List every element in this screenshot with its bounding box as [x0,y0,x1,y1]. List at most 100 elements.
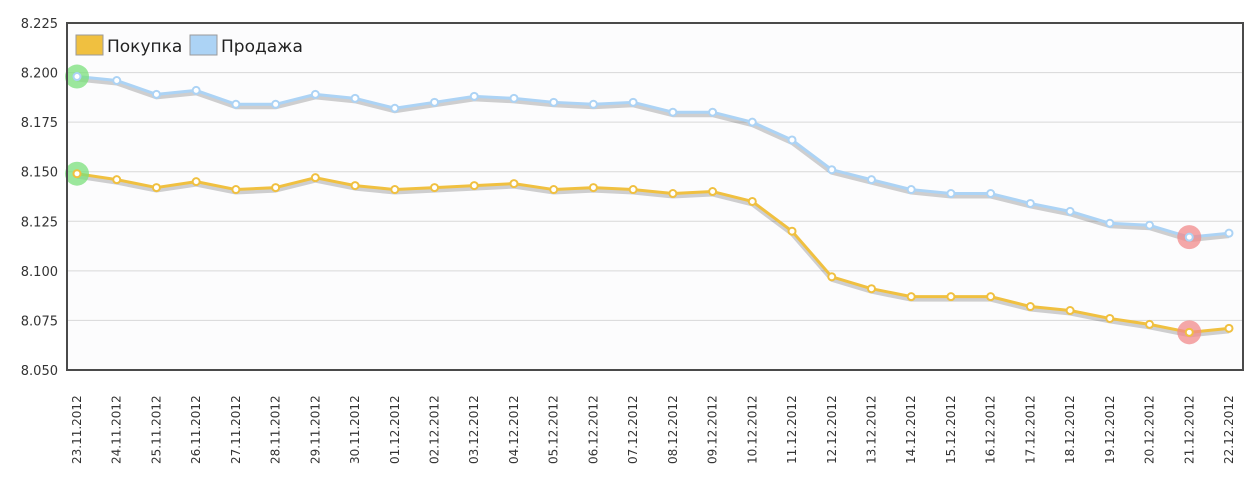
x-tick-label: 30.11.2012 [348,395,362,464]
data-point[interactable] [1105,313,1115,323]
data-point[interactable] [986,292,996,302]
data-point[interactable] [469,91,479,101]
x-tick-label: 26.11.2012 [189,395,203,464]
data-point[interactable] [946,292,956,302]
data-point[interactable] [469,181,479,191]
legend-swatch[interactable] [189,34,218,56]
data-point[interactable] [271,183,281,193]
data-point[interactable] [1065,206,1075,216]
y-tick-label: 8.175 [21,116,58,131]
x-tick-label: 27.11.2012 [229,395,243,464]
x-tick-label: 09.12.2012 [706,395,720,464]
data-point[interactable] [430,97,440,107]
x-tick-label: 24.11.2012 [110,395,124,464]
y-tick-label: 8.125 [21,215,58,230]
x-tick-label: 29.11.2012 [308,395,322,464]
legend-swatch[interactable] [75,34,104,56]
x-tick-label: 19.12.2012 [1103,395,1117,464]
data-point[interactable] [549,97,559,107]
x-tick-label: 18.12.2012 [1063,395,1077,464]
data-point[interactable] [747,196,757,206]
data-point[interactable] [668,107,678,117]
data-point[interactable] [390,185,400,195]
data-point[interactable] [191,177,201,187]
data-point[interactable] [350,181,360,191]
data-point[interactable] [509,93,519,103]
data-point[interactable] [1184,232,1194,242]
legend-label[interactable]: Покупка [107,37,182,57]
y-tick-label: 8.100 [21,265,58,280]
x-tick-label: 10.12.2012 [745,395,759,464]
data-point[interactable] [1145,220,1155,230]
series-shadow [76,77,1230,243]
series-line [76,172,1230,334]
data-point[interactable] [1025,302,1035,312]
extreme-markers [65,64,1202,345]
data-point[interactable] [231,99,241,109]
y-tick-label: 8.150 [21,166,58,181]
data-point[interactable] [747,117,757,127]
data-point[interactable] [430,183,440,193]
data-point[interactable] [1184,327,1194,337]
data-point[interactable] [986,189,996,199]
x-tick-label: 16.12.2012 [984,395,998,464]
data-point[interactable] [906,292,916,302]
data-point[interactable] [271,99,281,109]
data-point[interactable] [588,183,598,193]
data-point[interactable] [112,76,122,86]
data-point[interactable] [310,173,320,183]
data-point[interactable] [628,97,638,107]
x-tick-label: 07.12.2012 [626,395,640,464]
data-point[interactable] [866,284,876,294]
legend-label[interactable]: Продажа [221,37,303,57]
data-point[interactable] [112,175,122,185]
data-point[interactable] [350,93,360,103]
data-point[interactable] [231,185,241,195]
data-point[interactable] [787,135,797,145]
data-point[interactable] [628,185,638,195]
x-tick-label: 22.12.2012 [1222,395,1236,464]
data-point[interactable] [1224,228,1234,238]
data-point[interactable] [827,272,837,282]
data-point[interactable] [1145,319,1155,329]
data-point[interactable] [72,169,82,179]
data-point[interactable] [906,185,916,195]
data-point[interactable] [151,183,161,193]
x-tick-label: 13.12.2012 [864,395,878,464]
x-tick-label: 03.12.2012 [467,395,481,464]
data-point[interactable] [787,226,797,236]
series-group [72,72,1234,338]
data-point[interactable] [72,72,82,82]
plot-area [67,23,1243,370]
data-point[interactable] [708,187,718,197]
data-point[interactable] [509,179,519,189]
data-point[interactable] [1065,306,1075,316]
data-point[interactable] [310,89,320,99]
data-point[interactable] [668,189,678,199]
data-point[interactable] [1025,198,1035,208]
data-point[interactable] [866,175,876,185]
y-tick-label: 8.200 [21,67,58,82]
data-point[interactable] [151,89,161,99]
data-point[interactable] [946,189,956,199]
data-point[interactable] [191,85,201,95]
x-tick-label: 08.12.2012 [666,395,680,464]
data-point[interactable] [390,103,400,113]
data-point[interactable] [708,107,718,117]
data-point[interactable] [588,99,598,109]
x-tick-label: 04.12.2012 [507,395,521,464]
data-point[interactable] [1105,218,1115,228]
x-tick-label: 25.11.2012 [149,395,163,464]
legend: Покупка Продажа [75,34,303,57]
data-point[interactable] [549,185,559,195]
x-axis: 23.11.2012 24.11.2012 25.11.2012 26.11.2012… [70,395,1236,464]
x-tick-label: 01.12.2012 [388,395,402,464]
data-point[interactable] [1224,323,1234,333]
x-tick-label: 12.12.2012 [825,395,839,464]
data-point[interactable] [827,165,837,175]
x-tick-label: 14.12.2012 [904,395,918,464]
series-shadow [76,174,1230,338]
x-tick-label: 15.12.2012 [944,395,958,464]
